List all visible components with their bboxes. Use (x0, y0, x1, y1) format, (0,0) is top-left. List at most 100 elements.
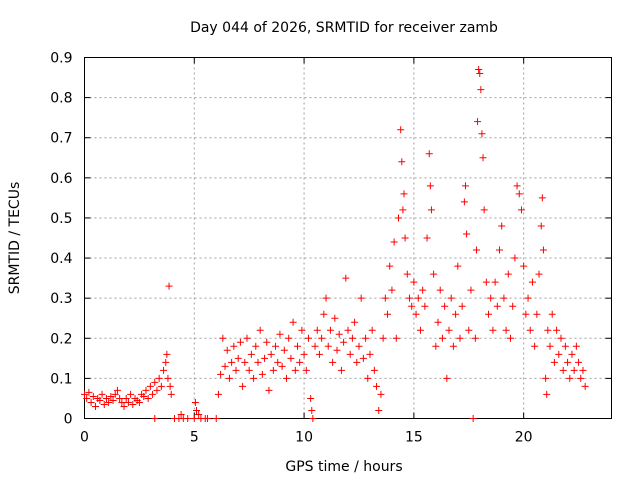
data-point (384, 310, 392, 318)
data-point (98, 390, 106, 398)
data-point (491, 278, 499, 286)
data-point (91, 402, 99, 410)
data-point (87, 398, 95, 406)
data-point (315, 350, 323, 358)
x-tick-label: 20 (515, 430, 533, 446)
data-point (447, 294, 455, 302)
y-tick-label: 0.2 (50, 331, 72, 347)
data-point (83, 394, 91, 402)
data-point (386, 262, 394, 270)
data-point (392, 334, 400, 342)
data-point (351, 318, 359, 326)
data-point (480, 206, 488, 214)
data-point (509, 302, 517, 310)
data-point (479, 154, 487, 162)
data-point (408, 302, 416, 310)
y-tick-label: 0.4 (50, 251, 72, 267)
data-point (254, 358, 262, 366)
data-point (278, 362, 286, 370)
data-point (515, 190, 523, 198)
data-point (577, 374, 585, 382)
data-point (346, 350, 354, 358)
data-point (81, 390, 88, 398)
data-point (355, 342, 363, 350)
data-point (232, 366, 240, 374)
data-point (300, 350, 308, 358)
data-point (522, 310, 530, 318)
data-point (153, 386, 161, 394)
data-point (436, 286, 444, 294)
data-point (482, 278, 490, 286)
data-point (280, 346, 288, 354)
data-point (373, 382, 381, 390)
data-point (191, 398, 199, 406)
data-point (109, 396, 117, 404)
data-point (524, 294, 532, 302)
data-point (425, 150, 433, 158)
data-point (151, 415, 159, 422)
data-point (520, 262, 528, 270)
data-point (221, 362, 229, 370)
data-point (304, 334, 312, 342)
data-point (543, 390, 551, 398)
x-tick-label: 15 (405, 430, 423, 446)
data-point (478, 130, 486, 138)
data-points (81, 66, 589, 422)
data-point (274, 358, 282, 366)
data-point (166, 382, 174, 390)
data-point (241, 358, 249, 366)
data-point (539, 246, 547, 254)
data-point (263, 338, 271, 346)
data-point (129, 400, 137, 408)
data-point (475, 66, 483, 74)
data-point (561, 342, 569, 350)
data-point (487, 294, 495, 302)
data-point (289, 318, 297, 326)
data-point (449, 342, 457, 350)
data-point (548, 310, 556, 318)
data-point (329, 358, 337, 366)
data-point (557, 334, 565, 342)
x-tick-label: 0 (80, 430, 89, 446)
data-point (302, 366, 310, 374)
data-point (313, 326, 321, 334)
data-point (252, 342, 260, 350)
data-point (496, 246, 504, 254)
x-tick-label: 10 (295, 430, 313, 446)
data-point (456, 334, 464, 342)
data-point (190, 415, 198, 422)
data-point (366, 350, 374, 358)
data-point (217, 370, 225, 378)
data-point (410, 278, 418, 286)
data-point (287, 354, 295, 362)
data-point (140, 392, 148, 400)
data-point (203, 415, 211, 422)
data-point (228, 358, 236, 366)
data-point (377, 390, 385, 398)
data-point (538, 194, 546, 202)
data-point (513, 182, 521, 190)
data-point (432, 342, 440, 350)
data-point (568, 350, 576, 358)
data-point (517, 206, 525, 214)
data-point (476, 70, 484, 78)
axis-ticks (84, 57, 612, 419)
data-point (445, 326, 453, 334)
data-point (118, 398, 126, 406)
data-point (570, 366, 578, 374)
data-point (308, 406, 316, 414)
data-point (405, 294, 413, 302)
data-point (362, 334, 370, 342)
data-point (309, 415, 317, 422)
data-point (454, 262, 462, 270)
data-point (398, 158, 406, 166)
data-point (430, 270, 438, 278)
data-point (212, 415, 220, 422)
data-point (219, 334, 227, 342)
data-point (149, 390, 157, 398)
data-point (326, 326, 334, 334)
y-tick-label: 0 (64, 412, 73, 428)
data-point (269, 366, 277, 374)
data-point (265, 386, 273, 394)
data-point (261, 354, 269, 362)
